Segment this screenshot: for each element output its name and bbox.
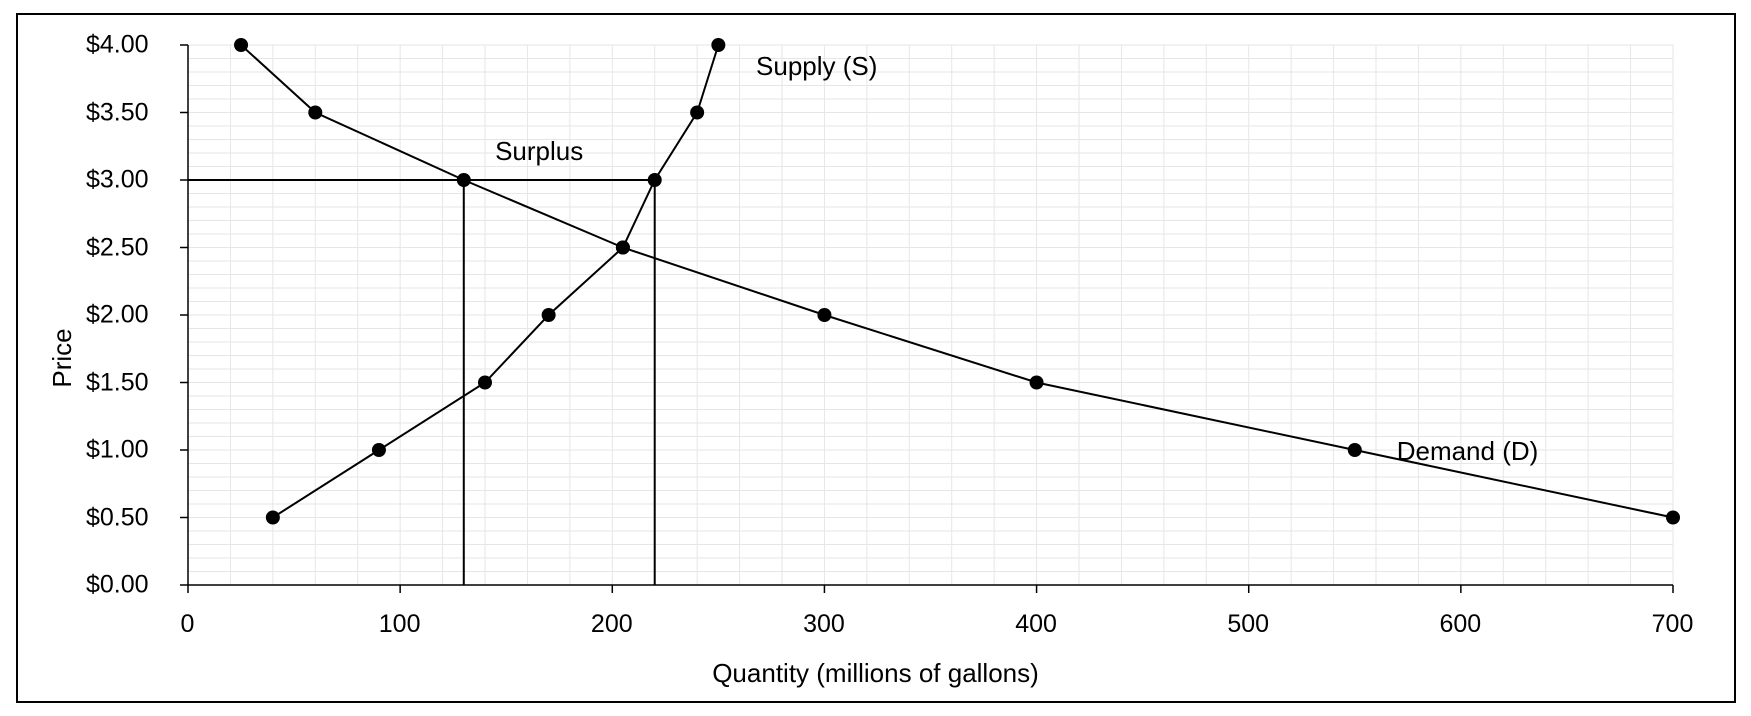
y-tick-label: $2.00 (69, 301, 149, 330)
y-tick-label: $3.50 (69, 98, 149, 127)
y-tick-label: $4.00 (69, 31, 149, 60)
x-tick-label: 600 (1439, 610, 1481, 639)
x-tick-label: 100 (379, 610, 421, 639)
chart-svg (163, 35, 1693, 600)
y-tick-label: $0.00 (69, 571, 149, 600)
y-tick-label: $1.00 (69, 436, 149, 465)
x-tick-label: 700 (1652, 610, 1694, 639)
x-tick-label: 0 (181, 610, 195, 639)
y-tick-label: $1.50 (69, 368, 149, 397)
x-axis-label: Quantity (millions of gallons) (712, 658, 1039, 689)
x-tick-label: 500 (1227, 610, 1269, 639)
x-tick-label: 200 (591, 610, 633, 639)
y-tick-label: $0.50 (69, 503, 149, 532)
x-tick-label: 400 (1015, 610, 1057, 639)
y-tick-label: $3.00 (69, 166, 149, 195)
chart-container: Price Quantity (millions of gallons) $0.… (16, 13, 1736, 703)
demand-label: Demand (D) (1397, 436, 1539, 467)
surplus-label: Surplus (495, 136, 583, 167)
plot-area (163, 35, 1693, 600)
y-tick-label: $2.50 (69, 233, 149, 262)
x-tick-label: 300 (803, 610, 845, 639)
supply-label: Supply (S) (756, 51, 877, 82)
